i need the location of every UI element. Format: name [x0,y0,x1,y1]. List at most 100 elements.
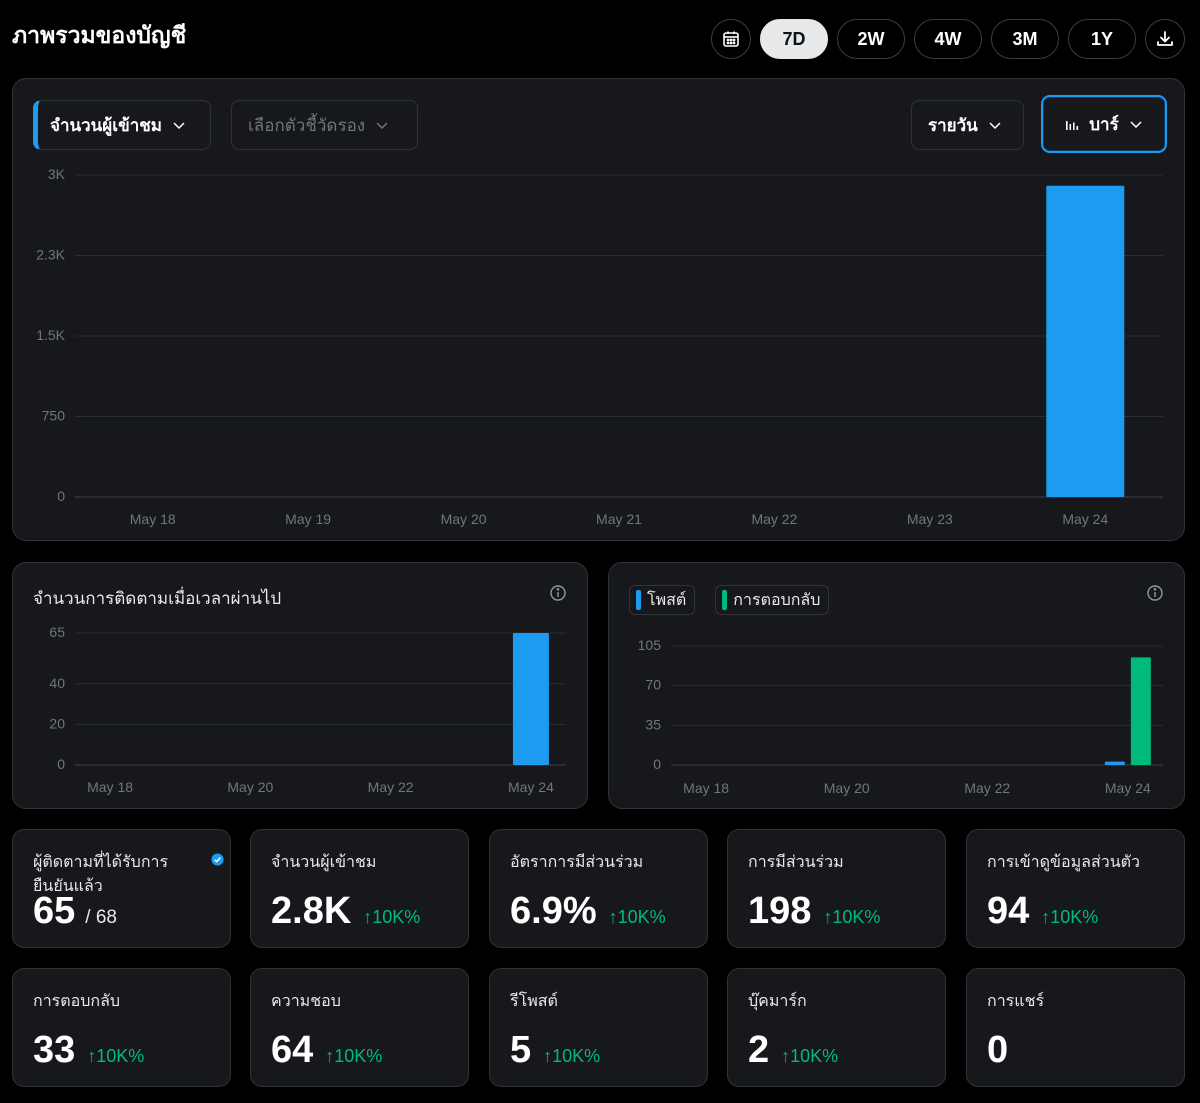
verified-badge-icon [211,853,224,866]
stat-change: ↑10K% [87,1046,145,1066]
stat-reposts[interactable]: รีโพสต์ 5 ↑10K% [489,968,708,1087]
stat-shares[interactable]: การแชร์ 0 [966,968,1185,1087]
x-tick-label: May 22 [368,779,414,795]
stat-replies[interactable]: การตอบกลับ 33 ↑10K% [12,968,231,1087]
metric-dropdown-label: จำนวนผู้เข้าชม [50,115,162,136]
x-tick-label: May 20 [227,779,273,795]
stat-views[interactable]: จำนวนผู้เข้าชม 2.8K ↑10K% [250,829,469,948]
stat-value: 94 [987,890,1030,932]
calendar-button[interactable] [711,19,751,59]
page-title: ภาพรวมของบัญชี [12,23,187,49]
y-tick-label: 750 [42,408,66,424]
bar[interactable] [1046,185,1125,497]
info-icon[interactable] [1146,584,1164,602]
metric-dropdown[interactable]: จำนวนผู้เข้าชม [33,100,211,150]
x-tick-label: May 24 [508,779,554,795]
stat-value-row: 94 ↑10K% [987,890,1098,933]
period-dropdown-label: รายวัน [928,115,978,136]
stat-value-row: 198 ↑10K% [748,890,880,933]
chevron-down-icon [1130,121,1142,129]
y-tick-label: 3K [48,166,66,182]
stat-likes[interactable]: ความชอบ 64 ↑10K% [250,968,469,1087]
stat-value: 64 [271,1029,314,1071]
stat-verified-followers[interactable]: ผู้ติดตามที่ได้รับการยืนยันแล้ว 65 / 68 [12,829,231,948]
info-icon[interactable] [549,584,567,602]
x-tick-label: May 21 [596,511,642,527]
chevron-down-icon [376,122,388,130]
stat-label: การแชร์ [987,991,1045,1010]
y-tick-label: 1.5K [36,327,65,343]
range-1y-button[interactable]: 1Y [1068,19,1136,59]
secondary-metric-dropdown[interactable]: เลือกตัวชี้วัดรอง [231,100,418,150]
chart-type-dropdown[interactable]: บาร์ [1041,95,1167,153]
stat-profile-visits[interactable]: การเข้าดูข้อมูลส่วนตัว 94 ↑10K% [966,829,1185,948]
stat-label: ความชอบ [271,991,341,1010]
x-tick-label: May 20 [824,780,870,796]
legend-item-posts[interactable]: โพสต์ [629,585,696,615]
period-dropdown[interactable]: รายวัน [911,100,1024,150]
stat-value-row: 6.9% ↑10K% [510,890,666,933]
stat-engagements[interactable]: การมีส่วนร่วม 198 ↑10K% [727,829,946,948]
stat-label: จำนวนผู้เข้าชม [271,852,377,871]
stat-value: 198 [748,890,812,932]
stat-value: 5 [510,1029,532,1071]
stat-value: 0 [987,1029,1009,1071]
y-tick-label: 0 [653,756,661,772]
followers-bar-chart: 0 20 40 65 May 18 May 20 May 22 May 24 [49,624,566,795]
stat-value: 6.9% [510,890,597,932]
posts-replies-bar-chart: 0 35 70 105 May 18 May 20 May 22 May 24 [638,637,1163,796]
range-3m-button[interactable]: 3M [991,19,1059,59]
x-tick-label: May 19 [285,511,331,527]
stat-change: ↑10K% [1041,907,1099,927]
legend-label-posts: โพสต์ [647,589,687,609]
followers-chart-title: จำนวนการติดตามเมื่อเวลาผ่านไป [33,589,282,609]
stat-label: การเข้าดูข้อมูลส่วนตัว [987,852,1141,871]
chevron-down-icon [173,122,185,130]
stat-label: การตอบกลับ [33,991,121,1010]
x-tick-label: May 24 [1062,511,1108,527]
x-tick-label: May 18 [130,511,176,527]
download-button[interactable] [1145,19,1185,59]
stat-value-row: 0 [987,1029,1008,1072]
legend-item-replies[interactable]: การตอบกลับ [715,585,830,615]
stat-value-row: 64 ↑10K% [271,1029,382,1072]
range-4w-button[interactable]: 4W [914,19,982,59]
download-icon [1157,31,1173,46]
stat-engagement-rate[interactable]: อัตราการมีส่วนร่วม 6.9% ↑10K% [489,829,708,948]
bar[interactable] [1104,761,1125,765]
calendar-icon [723,31,739,47]
stat-value: 33 [33,1029,76,1071]
views-bar-chart: 0 750 1.5K 2.3K 3K May 18 May 19 May 20 May 21 Ma… [36,166,1163,527]
stat-label: บุ๊คมาร์ก [748,991,807,1010]
x-tick-label: May 20 [441,511,487,527]
y-tick-label: 2.3K [36,247,65,263]
y-tick-label: 0 [57,756,65,772]
legend-swatch-posts [636,590,641,610]
stat-value-row: 5 ↑10K% [510,1029,600,1072]
chart-legend: โพสต์ การตอบกลับ [629,585,830,615]
y-tick-label: 35 [645,716,661,732]
stat-change: ↑10K% [363,907,421,927]
y-tick-label: 65 [49,624,65,640]
stat-change: ↑10K% [823,907,881,927]
chart-type-label: บาร์ [1089,114,1119,135]
stat-bookmarks[interactable]: บุ๊คมาร์ก 2 ↑10K% [727,968,946,1087]
y-tick-label: 0 [57,488,65,504]
stat-value-row: 65 / 68 [33,890,117,933]
stat-value: 65 [33,890,76,932]
stat-change: ↑10K% [543,1046,601,1066]
stat-value-row: 33 ↑10K% [33,1029,144,1072]
range-2w-button[interactable]: 2W [837,19,905,59]
stat-label: อัตราการมีส่วนร่วม [510,852,644,871]
stat-change: ↑10K% [608,907,666,927]
y-tick-label: 20 [49,715,65,731]
range-7d-button[interactable]: 7D [760,19,828,59]
stat-change: ↑10K% [781,1046,839,1066]
bar[interactable] [512,633,549,765]
x-tick-label: May 18 [683,780,729,796]
bar[interactable] [1130,657,1151,765]
chevron-down-icon [989,122,1001,130]
followers-chart-card: จำนวนการติดตามเมื่อเวลาผ่านไป 0 20 40 65 May… [12,562,588,809]
secondary-metric-label: เลือกตัวชี้วัดรอง [248,115,366,136]
x-tick-label: May 24 [1105,780,1151,796]
